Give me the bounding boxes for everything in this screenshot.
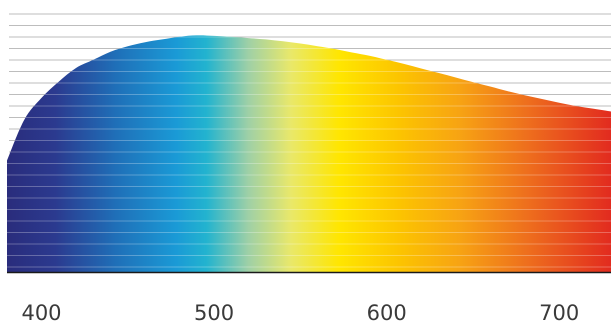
- x-tick-label: 700: [539, 301, 579, 324]
- x-tick-label: 500: [194, 301, 234, 324]
- x-tick-label: 400: [21, 301, 61, 324]
- x-axis-tick-labels: 400 500 600 700: [21, 301, 579, 324]
- area-inner-lines: [7, 36, 611, 268]
- spectrum-area: [7, 35, 611, 272]
- x-tick-label: 600: [367, 301, 407, 324]
